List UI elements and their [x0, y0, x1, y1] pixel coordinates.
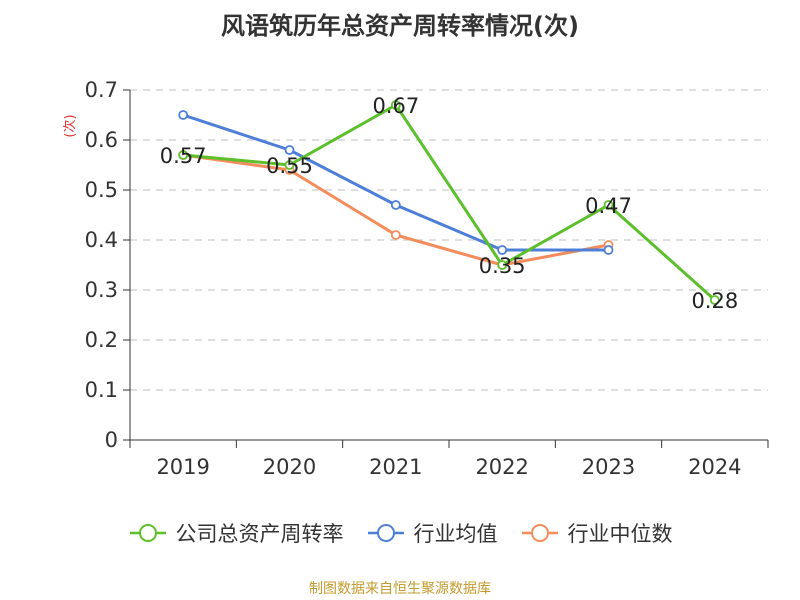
series-line [182, 113, 609, 252]
data-point [284, 160, 295, 170]
y-tick-label: 0.7 [85, 78, 118, 102]
legend-label: 行业均值 [413, 522, 498, 546]
chart-title: 风语筑历年总资产周转率情况(次) [221, 12, 579, 40]
y-axis-label: (次) [62, 114, 78, 137]
data-label: 0.28 [691, 289, 738, 313]
legend: 公司总资产周转率 行业均值 行业中位数 [0, 518, 800, 548]
legend-swatch-marker [530, 524, 549, 542]
x-tick-label: 2023 [582, 455, 635, 479]
data-point [284, 145, 295, 155]
grid-layer [130, 89, 768, 391]
data-point [709, 295, 720, 305]
data-point [390, 230, 401, 240]
y-tick-label: 0.6 [85, 128, 118, 152]
x-tick-label: 2020 [263, 455, 316, 479]
legend-swatch-marker [376, 524, 395, 542]
x-tick-label: 2019 [156, 455, 209, 479]
series-layer [178, 100, 720, 305]
data-label: 0.55 [266, 154, 313, 178]
data-label: 0.57 [160, 144, 207, 168]
data-label: 0.47 [585, 194, 632, 218]
data-point [497, 260, 508, 270]
x-tick-label: 2022 [475, 455, 528, 479]
y-tick-label: 0.4 [85, 228, 118, 252]
data-point [390, 200, 401, 210]
legend-swatch-icon [129, 524, 166, 542]
y-tick-label: 0.1 [85, 378, 118, 402]
data-point [178, 150, 189, 160]
legend-item[interactable]: 行业均值 [366, 518, 498, 548]
data-label: 0.67 [372, 94, 419, 118]
axis-layer: 0 0.1 0.2 0.3 0.4 0.5 0.6 0.7 2019 2020 2021 2022 20… [62, 78, 769, 479]
data-point [603, 245, 614, 255]
data-point [178, 110, 189, 120]
legend-item[interactable]: 行业中位数 [520, 518, 673, 548]
data-label: 0.35 [479, 254, 526, 278]
label-layer: 0.57 0.55 0.67 0.35 0.47 0.28 [160, 94, 738, 313]
legend-swatch-icon [367, 524, 404, 542]
legend-label: 公司总资产周转率 [175, 522, 344, 546]
series-line [183, 103, 716, 302]
y-tick-label: 0.2 [85, 328, 118, 352]
data-point [497, 245, 508, 255]
legend-swatch-icon [521, 524, 558, 542]
legend-swatch-marker [138, 524, 157, 542]
x-tick-label: 2021 [369, 455, 422, 479]
y-tick-label: 0.5 [85, 178, 118, 202]
x-tick-label: 2024 [688, 455, 741, 479]
legend-item[interactable]: 公司总资产周转率 [128, 518, 344, 548]
legend-label: 行业中位数 [567, 522, 673, 546]
data-point [603, 200, 614, 210]
data-point [390, 100, 401, 110]
y-tick-label: 0.3 [85, 278, 118, 302]
source-note: 制图数据来自恒生聚源数据库 [309, 581, 491, 597]
y-tick-label: 0 [105, 428, 118, 452]
